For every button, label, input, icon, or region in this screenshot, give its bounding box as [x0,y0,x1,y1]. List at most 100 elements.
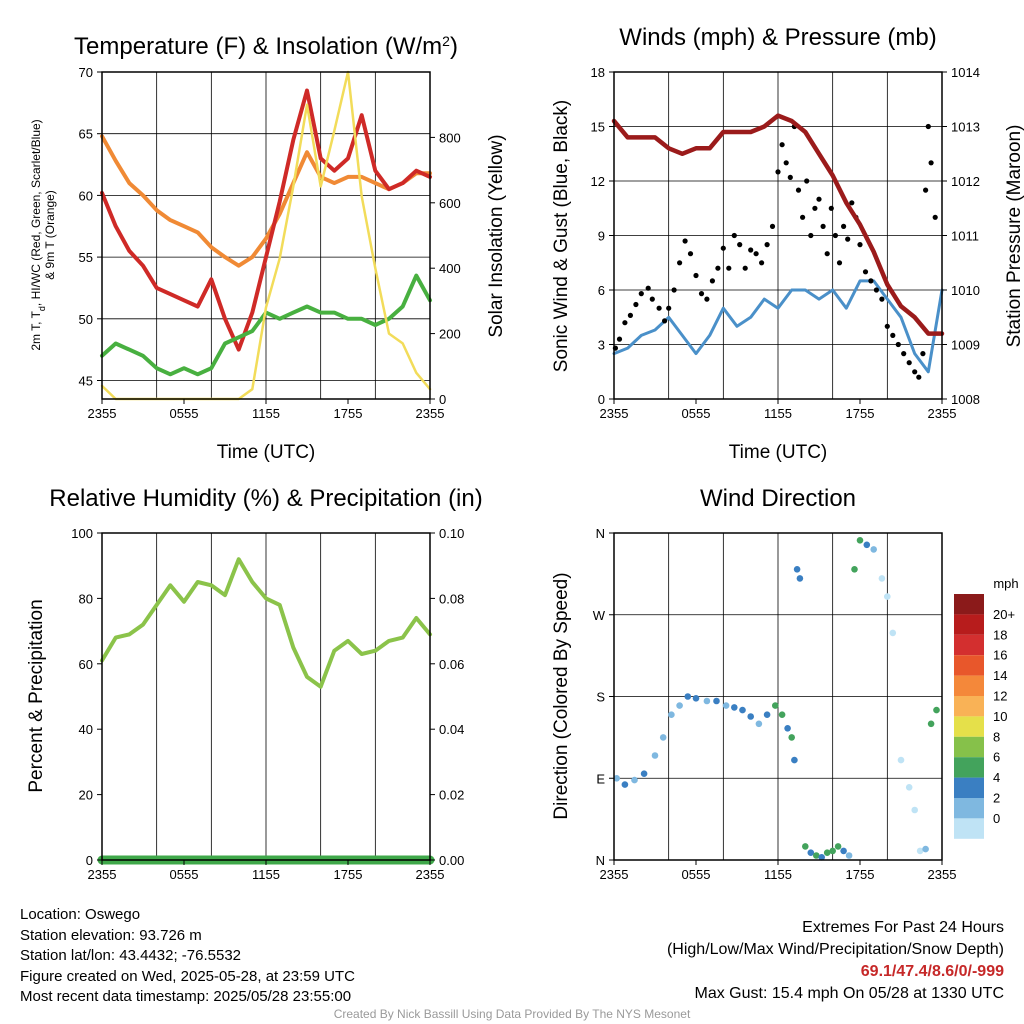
direction-point [840,847,847,855]
gust-point [868,278,874,284]
gust-point [662,318,668,324]
gust-point [742,265,748,271]
gust-point [783,160,789,166]
gust-point [879,296,885,302]
x-tick-label: 1755 [846,867,875,882]
legend-label: 8 [993,729,1000,744]
dir-title: Wind Direction [700,485,856,512]
direction-point [631,776,638,784]
gust-point [656,305,662,311]
legend-label: 12 [993,689,1007,704]
direction-point [870,546,877,553]
dir-panel: Wind Direction 2355 0555 1155 1755 2355NESWN… [551,485,1019,882]
gust-point [832,232,839,239]
direction-point [692,695,700,702]
temp-ylabel-right: Solar Insolation (Yellow) [486,134,507,337]
direction-point [713,697,720,705]
y-tick-label: 60 [79,657,93,672]
legend-label: 6 [993,750,1000,765]
direction-point [621,781,629,788]
gust-point [812,205,818,211]
y2-tick-label: 1013 [951,120,980,135]
y-tick-label: N [596,526,605,541]
legend-title: mph [993,576,1018,591]
legend-swatch [954,696,984,717]
gust-point [748,247,754,253]
gust-point [759,260,765,266]
direction-point [834,843,842,850]
temp-ticks: 2355 0555 1155 1755 2355 45 50 55 60 65 70 0 200 400 6… [79,65,461,421]
x-tick-label: 2355 [600,406,629,421]
gust-point [804,178,810,184]
gust-point [800,214,806,220]
x-tick-label: 0555 [682,867,711,882]
gust-point [836,260,843,266]
y-tick-label: W [593,608,606,623]
x-tick-label: 2355 [416,867,445,882]
y2-tick-label: 1009 [951,338,980,353]
legend-swatch [954,594,984,615]
direction-point [778,711,786,718]
y2-tick-label: 400 [439,261,461,276]
direction-point [731,704,738,711]
wind-ylabel-left: Sonic Wind & Gust (Blue, Black) [551,100,572,372]
gust-point [616,336,623,342]
legend-swatch [954,655,984,676]
y2-tick-label: 0.06 [439,657,464,672]
x-tick-label: 2355 [416,406,445,421]
rh-ylabel-left: Percent & Precipitation [26,599,47,792]
legend-swatch [954,818,984,839]
y-tick-label: 9 [598,229,605,244]
location-text: Location: Oswego [20,906,141,923]
legend-label: 10 [993,709,1007,724]
gust-point [912,369,918,375]
y-tick-label: 60 [79,188,93,203]
rh-title: Relative Humidity (%) & Precipitation (i… [49,485,482,512]
dir-ylabel-left: Direction (Colored By Speed) [551,572,572,819]
y-tick-label: E [596,771,605,786]
x-tick-label: 2355 [928,867,957,882]
gust-point [682,238,688,244]
gust-point [890,332,896,338]
y2-tick-label: 1008 [951,392,980,407]
direction-point [845,852,853,859]
wind-panel: Winds (mph) & Pressure (mb) 2355 0555 1155… [551,24,1024,463]
gust-point [622,320,628,326]
y2-tick-label: 0.00 [439,853,464,868]
gust-point [638,291,644,297]
direction-point [922,845,929,853]
legend-label: 20+ [993,607,1015,622]
gust-point [627,312,634,318]
direction-point [755,720,763,728]
legend-swatch [954,777,984,798]
y2-tick-label: 0.02 [439,788,464,803]
wind-title: Winds (mph) & Pressure (mb) [619,24,936,51]
direction-point [933,706,940,714]
legend-label: 2 [993,791,1000,806]
y-tick-label: 40 [79,722,93,737]
y-tick-label: 3 [598,338,605,353]
extremes-subheading: (High/Low/Max Wind/Precipitation/Snow De… [666,941,1004,958]
direction-point [818,854,825,861]
direction-point [788,734,795,741]
direction-point [878,575,886,582]
gust-point [895,341,901,348]
y-tick-label: 20 [79,788,93,803]
gust-point [849,200,855,206]
legend-label: 4 [993,770,1000,785]
gust-point [731,232,737,239]
y2-tick-label: 0 [439,392,446,407]
x-tick-label: 2355 [600,867,629,882]
created-text: Figure created on Wed, 2025-05-28, at 23… [20,967,355,985]
legend-label: 16 [993,648,1007,663]
max-gust-text: Max Gust: 15.4 mph On 05/28 at 1330 UTC [694,985,1005,1002]
direction-point [763,711,771,718]
legend-swatch [954,614,984,635]
extremes-values: 69.1/47.4/8.6/0/-999 [860,963,1004,980]
legend-swatch [954,675,984,696]
y2-tick-label: 800 [439,130,461,145]
gust-point [795,187,802,193]
gust-point [845,236,851,242]
